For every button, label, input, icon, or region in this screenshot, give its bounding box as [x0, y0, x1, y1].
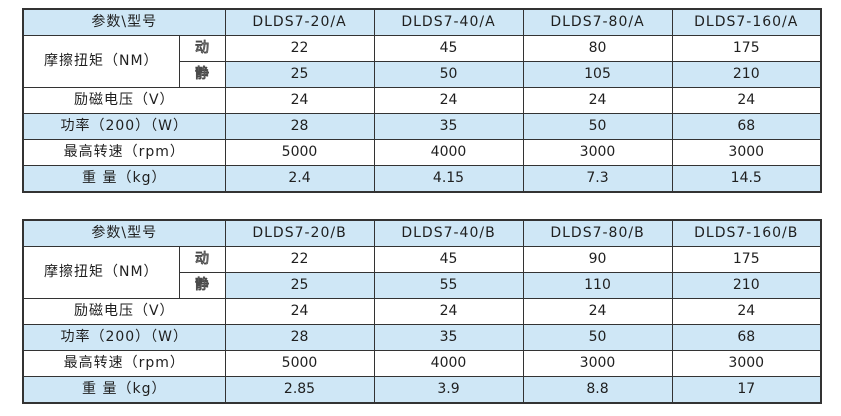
cell-value: 68 — [671, 113, 822, 140]
cell-value: 3000 — [671, 350, 822, 377]
cell-value: 50 — [373, 61, 524, 88]
header-row: 参数\型号 DLDS7-20/A DLDS7-40/A DLDS7-80/A D… — [22, 8, 822, 36]
cell-value: 68 — [671, 324, 822, 351]
cell-value: 90 — [522, 246, 673, 273]
model-header: DLDS7-80/B — [522, 219, 673, 247]
row-label-weight: 重 量（kg） — [22, 165, 226, 193]
cell-value: 5000 — [224, 139, 375, 166]
cell-value: 45 — [373, 246, 524, 273]
cell-value: 35 — [373, 324, 524, 351]
cell-value: 5000 — [224, 350, 375, 377]
cell-value: 24 — [373, 298, 524, 325]
static-tag: 静 — [178, 61, 226, 88]
static-torque-row: 静 25 50 105 210 — [23, 61, 822, 88]
row-label-power: 功率（200）（W） — [22, 324, 226, 351]
cell-value: 2.85 — [224, 376, 375, 404]
cell-value: 45 — [373, 35, 524, 62]
cell-value: 3000 — [522, 350, 673, 377]
cell-value: 80 — [522, 35, 673, 62]
cell-value: 35 — [373, 113, 524, 140]
cell-value: 25 — [224, 61, 375, 88]
cell-value: 210 — [671, 272, 822, 299]
cell-value: 3000 — [671, 139, 822, 166]
row-label-friction-torque: 摩擦扭矩（NM） — [22, 35, 180, 88]
row-label-max-speed: 最高转速（rpm） — [22, 350, 226, 377]
static-torque-row: 静 25 55 110 210 — [23, 272, 822, 299]
cell-value: 175 — [671, 35, 822, 62]
cell-value: 22 — [224, 246, 375, 273]
row-label-friction-torque: 摩擦扭矩（NM） — [22, 246, 180, 299]
weight-row: 重 量（kg） 2.85 3.9 8.8 17 — [22, 376, 822, 404]
corner-label: 参数\型号 — [22, 219, 226, 247]
dynamic-torque-row: 摩擦扭矩（NM） 动 22 45 90 175 — [22, 246, 822, 299]
corner-label: 参数\型号 — [22, 8, 226, 36]
model-header: DLDS7-40/A — [373, 8, 524, 36]
spec-table-a: 参数\型号 DLDS7-20/A DLDS7-40/A DLDS7-80/A D… — [22, 8, 822, 193]
row-label-max-speed: 最高转速（rpm） — [22, 139, 226, 166]
cell-value: 3.9 — [373, 376, 524, 404]
static-tag: 静 — [178, 272, 226, 299]
cell-value: 17 — [671, 376, 822, 404]
model-header: DLDS7-20/B — [224, 219, 375, 247]
cell-value: 4.15 — [373, 165, 524, 193]
spec-table-b: 参数\型号 DLDS7-20/B DLDS7-40/B DLDS7-80/B D… — [22, 219, 822, 404]
excitation-voltage-row: 励磁电压（V） 24 24 24 24 — [22, 87, 822, 114]
cell-value: 105 — [522, 61, 673, 88]
cell-value: 14.5 — [671, 165, 822, 193]
cell-value: 24 — [671, 298, 822, 325]
page-content: 参数\型号 DLDS7-20/A DLDS7-40/A DLDS7-80/A D… — [22, 8, 822, 404]
power-row: 功率（200）（W） 28 35 50 68 — [22, 113, 822, 140]
row-label-excitation-voltage: 励磁电压（V） — [22, 298, 226, 325]
cell-value: 22 — [224, 35, 375, 62]
cell-value: 24 — [522, 87, 673, 114]
cell-value: 25 — [224, 272, 375, 299]
row-label-excitation-voltage: 励磁电压（V） — [22, 87, 226, 114]
cell-value: 50 — [522, 113, 673, 140]
model-header: DLDS7-160/B — [671, 219, 822, 247]
model-header: DLDS7-20/A — [224, 8, 375, 36]
weight-row: 重 量（kg） 2.4 4.15 7.3 14.5 — [22, 165, 822, 193]
cell-value: 28 — [224, 113, 375, 140]
cell-value: 4000 — [373, 139, 524, 166]
cell-value: 2.4 — [224, 165, 375, 193]
cell-value: 24 — [224, 298, 375, 325]
cell-value: 28 — [224, 324, 375, 351]
model-header: DLDS7-40/B — [373, 219, 524, 247]
cell-value: 24 — [373, 87, 524, 114]
cell-value: 8.8 — [522, 376, 673, 404]
header-row: 参数\型号 DLDS7-20/B DLDS7-40/B DLDS7-80/B D… — [22, 219, 822, 247]
cell-value: 7.3 — [522, 165, 673, 193]
cell-value: 50 — [522, 324, 673, 351]
cell-value: 24 — [522, 298, 673, 325]
cell-value: 55 — [373, 272, 524, 299]
power-row: 功率（200）（W） 28 35 50 68 — [22, 324, 822, 351]
cell-value: 110 — [522, 272, 673, 299]
row-label-power: 功率（200）（W） — [22, 113, 226, 140]
model-header: DLDS7-160/A — [671, 8, 822, 36]
max-speed-row: 最高转速（rpm） 5000 4000 3000 3000 — [22, 139, 822, 166]
model-header: DLDS7-80/A — [522, 8, 673, 36]
cell-value: 210 — [671, 61, 822, 88]
dynamic-torque-row: 摩擦扭矩（NM） 动 22 45 80 175 — [22, 35, 822, 88]
cell-value: 175 — [671, 246, 822, 273]
cell-value: 3000 — [522, 139, 673, 166]
max-speed-row: 最高转速（rpm） 5000 4000 3000 3000 — [22, 350, 822, 377]
dynamic-tag: 动 — [178, 246, 226, 273]
dynamic-tag: 动 — [178, 35, 226, 62]
row-label-weight: 重 量（kg） — [22, 376, 226, 404]
cell-value: 4000 — [373, 350, 524, 377]
excitation-voltage-row: 励磁电压（V） 24 24 24 24 — [22, 298, 822, 325]
cell-value: 24 — [671, 87, 822, 114]
cell-value: 24 — [224, 87, 375, 114]
